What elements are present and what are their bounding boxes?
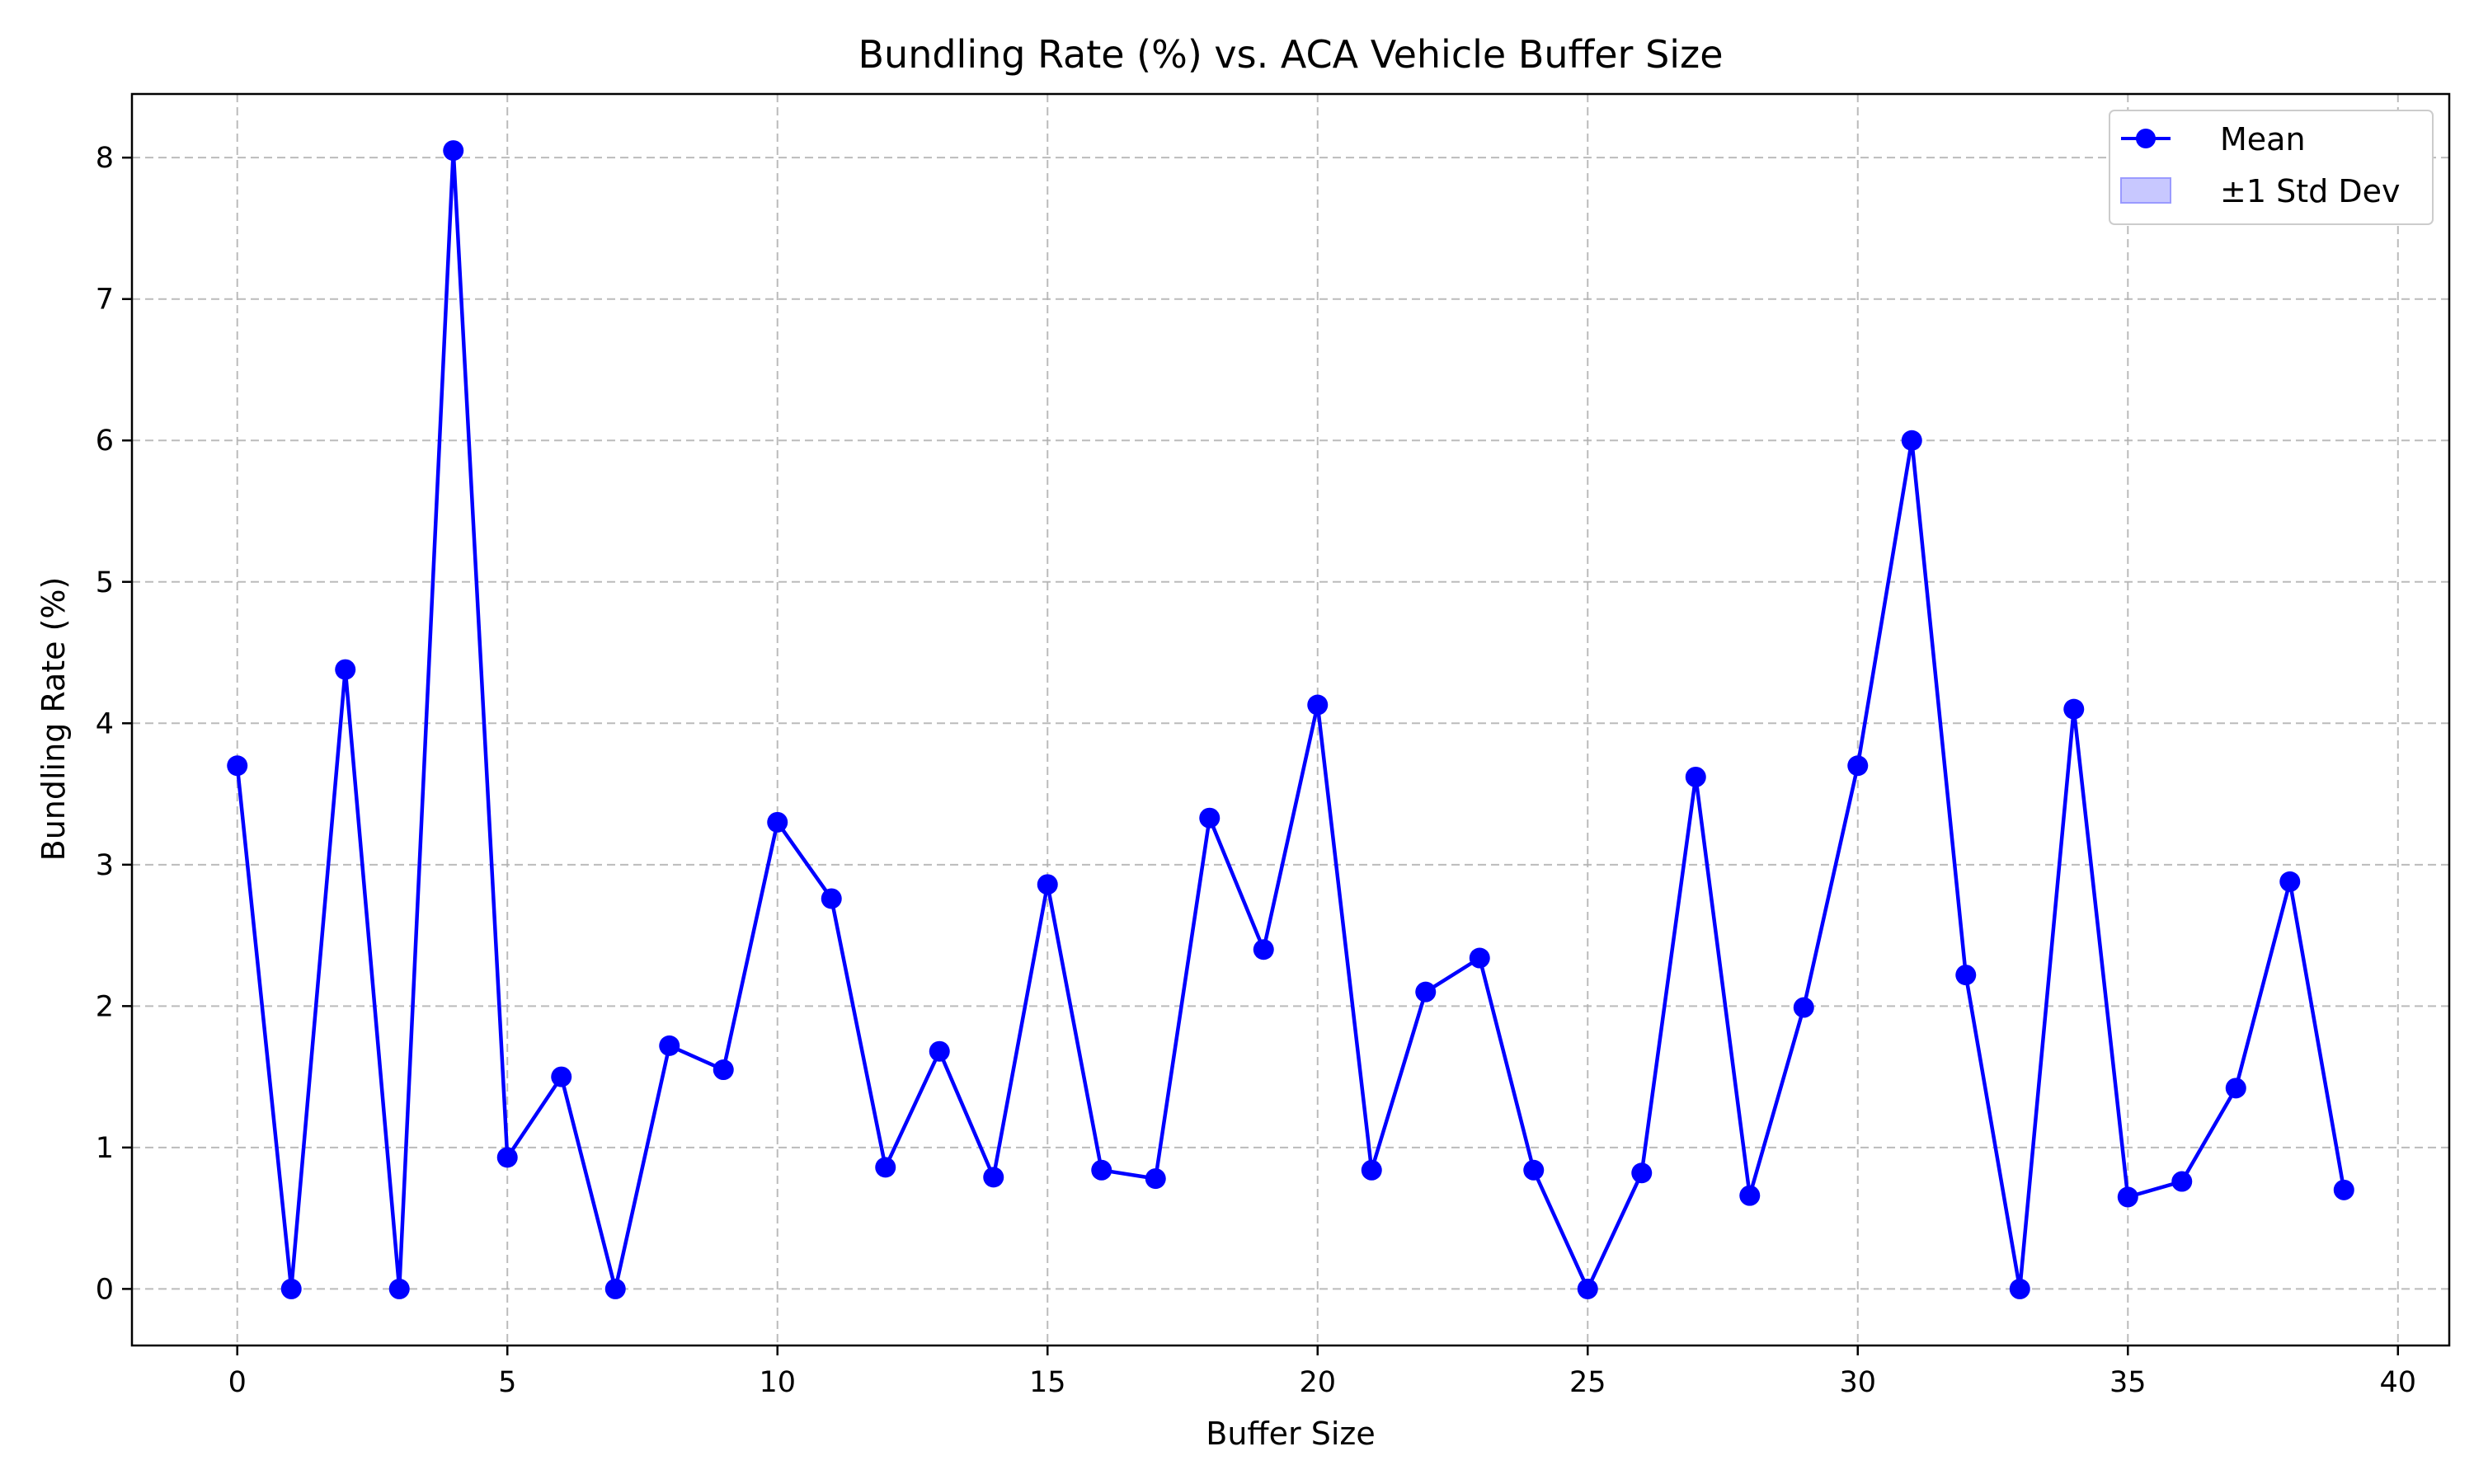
data-point [1253, 939, 1274, 960]
series-mean [227, 140, 2354, 1299]
data-point [983, 1167, 1004, 1188]
data-point [1685, 766, 1706, 787]
y-tick-label: 8 [96, 142, 114, 175]
data-point [2117, 1186, 2138, 1208]
x-tick-label: 20 [1299, 1366, 1336, 1399]
y-tick-label: 7 [96, 284, 114, 317]
data-point [1901, 430, 1922, 451]
data-point [1469, 947, 1490, 969]
data-point [280, 1278, 302, 1299]
data-point [875, 1157, 896, 1178]
x-tick-label: 0 [228, 1366, 247, 1399]
data-point [2063, 698, 2085, 720]
x-tick-label: 15 [1029, 1366, 1066, 1399]
y-axis-title: Bundling Rate (%) [35, 577, 72, 862]
data-point [2225, 1078, 2246, 1099]
legend-label-mean: Mean [2220, 121, 2306, 157]
y-tick-label: 2 [96, 990, 114, 1023]
data-point [1091, 1159, 1112, 1181]
data-point [496, 1147, 518, 1168]
y-tick-label: 1 [96, 1132, 114, 1165]
data-point [1361, 1159, 1382, 1181]
data-point [1037, 874, 1058, 895]
legend-mean-marker [2136, 129, 2156, 148]
data-point [1955, 965, 1977, 986]
chart-title: Bundling Rate (%) vs. ACA Vehicle Buffer… [858, 32, 1723, 77]
data-point [2333, 1179, 2354, 1200]
data-point [227, 755, 248, 777]
data-point [1145, 1168, 1166, 1190]
legend-label-std-dev: ±1 Std Dev [2220, 173, 2400, 209]
data-point [1739, 1185, 1761, 1206]
x-tick-label: 35 [2109, 1366, 2147, 1399]
data-point [659, 1035, 680, 1056]
data-point [929, 1040, 950, 1062]
x-tick-label: 40 [2380, 1366, 2417, 1399]
y-axis: 0 1 2 3 4 5 6 7 8 [96, 142, 132, 1306]
x-tick-label: 5 [498, 1366, 516, 1399]
data-point [1523, 1159, 1545, 1181]
data-point [821, 888, 842, 909]
data-point [1631, 1162, 1653, 1184]
x-axis-title: Buffer Size [1206, 1416, 1375, 1452]
data-point [1793, 997, 1814, 1018]
data-point [335, 659, 356, 680]
data-point [713, 1059, 734, 1081]
y-tick-label: 5 [96, 566, 114, 599]
data-point [2171, 1171, 2193, 1192]
data-point [604, 1278, 626, 1299]
grid [132, 94, 2449, 1345]
data-point [2279, 871, 2301, 892]
legend-std-band-swatch [2120, 177, 2171, 204]
x-axis: 0 5 10 15 20 25 30 35 40 [228, 1345, 2416, 1399]
data-point [1577, 1278, 1598, 1299]
y-tick-label: 0 [96, 1273, 114, 1306]
data-point [1847, 755, 1869, 777]
data-point [1307, 694, 1329, 716]
x-tick-label: 10 [759, 1366, 796, 1399]
y-tick-label: 4 [96, 707, 114, 740]
data-point [767, 811, 788, 833]
data-point [1415, 981, 1437, 1003]
series-line-mean [235, 148, 2346, 1291]
data-point [388, 1278, 410, 1299]
data-point [1199, 807, 1221, 829]
legend: Mean ±1 Std Dev [2109, 110, 2434, 225]
x-tick-label: 25 [1569, 1366, 1606, 1399]
data-point [551, 1066, 572, 1087]
y-tick-label: 6 [96, 425, 114, 458]
legend-box [2109, 110, 2434, 225]
y-tick-label: 3 [96, 849, 114, 882]
data-point [2009, 1278, 2030, 1299]
x-tick-label: 30 [1839, 1366, 1876, 1399]
data-point [443, 140, 464, 162]
plot-frame [130, 92, 2451, 1347]
